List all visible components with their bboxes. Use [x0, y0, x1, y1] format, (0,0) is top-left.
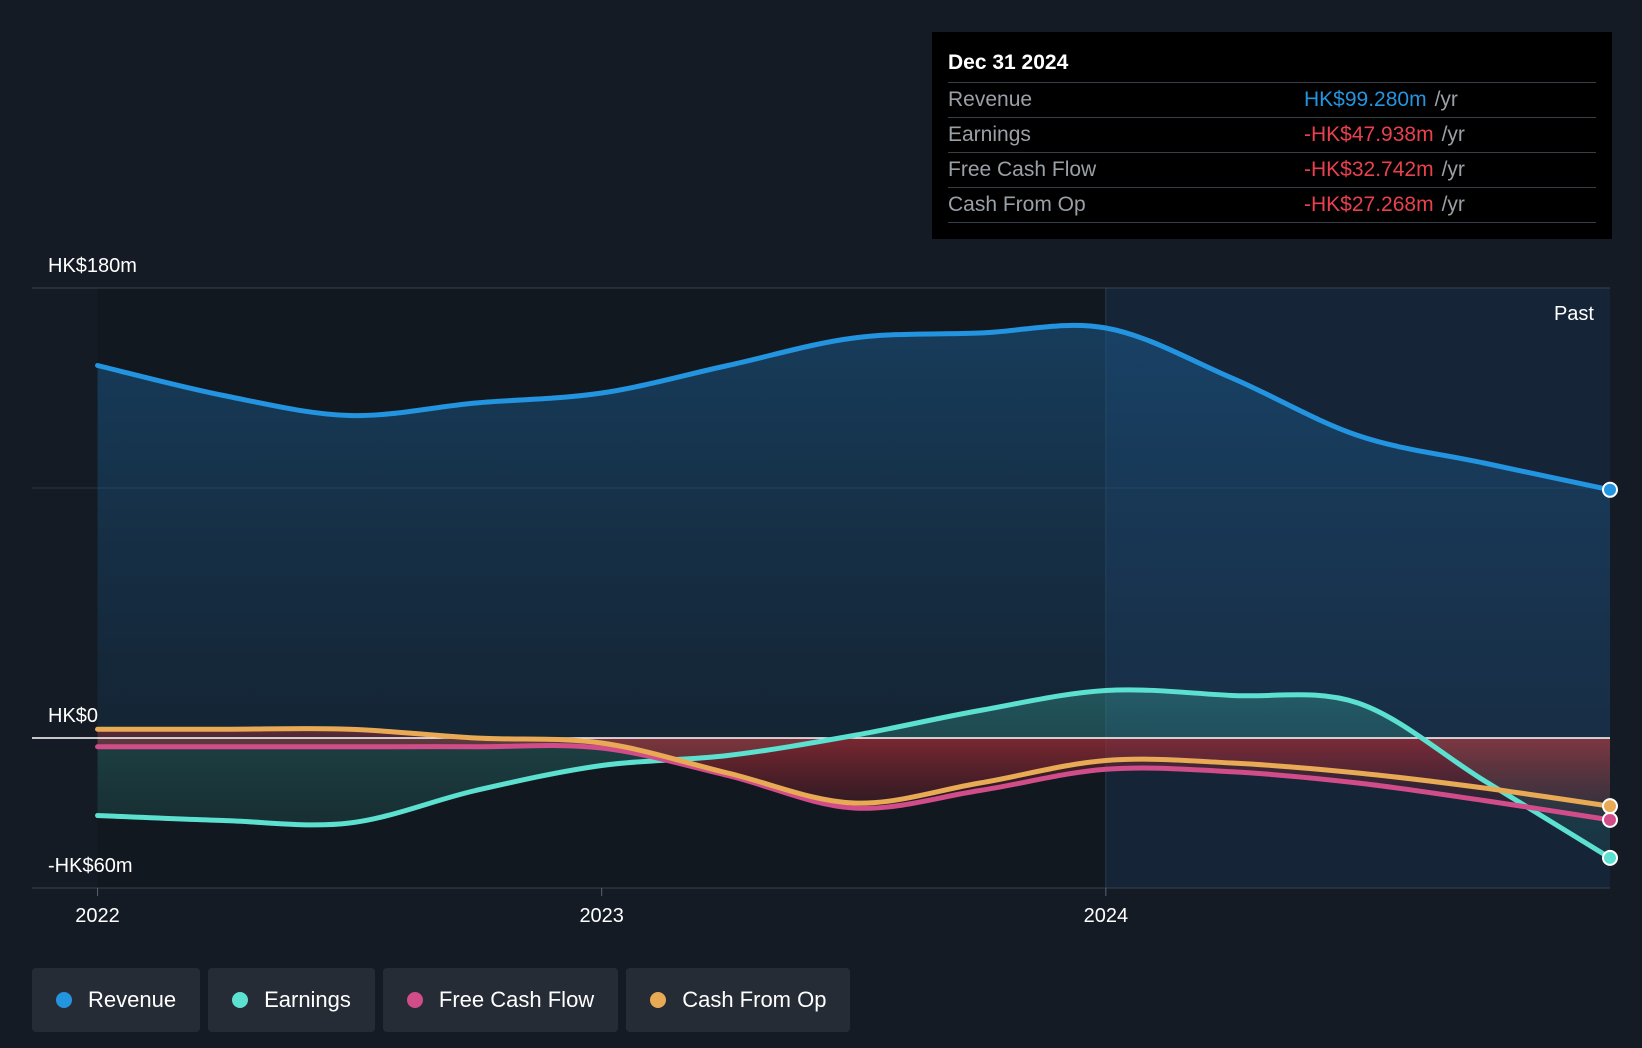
legend-dot-icon	[232, 992, 249, 1008]
y-axis-label-bottom: -HK$60m	[48, 855, 132, 877]
tooltip-value: -HK$27.268m	[1304, 193, 1434, 216]
tooltip-date: Dec 31 2024	[948, 46, 1596, 83]
tooltip-unit: /yr	[1434, 88, 1458, 111]
tooltip-unit: /yr	[1441, 123, 1465, 146]
x-tick-label: 2022	[75, 905, 120, 927]
tooltip-label: Cash From Op	[948, 193, 1086, 216]
area-revenue	[97, 325, 1611, 738]
chart-canvas: 2022 2023 2024 HK$180m HK$0 -HK$60m Past	[32, 255, 1618, 927]
tooltip-unit: /yr	[1441, 193, 1465, 216]
legend-dot-icon	[56, 992, 72, 1008]
tooltip-value: -HK$32.742m	[1304, 158, 1434, 181]
past-label: Past	[1554, 303, 1594, 325]
tooltip-label: Earnings	[948, 123, 1031, 146]
tooltip-row-cash-from-op: Cash From Op -HK$27.268m /yr	[948, 188, 1596, 223]
legend-dot-icon	[406, 992, 423, 1008]
y-axis-label-zero: HK$0	[48, 705, 98, 727]
area-cash-from-op	[97, 728, 1611, 807]
tooltip-row-free-cash-flow: Free Cash Flow -HK$32.742m /yr	[948, 153, 1596, 188]
y-axis-label-top: HK$180m	[48, 255, 137, 277]
end-point-earnings	[1602, 849, 1618, 866]
tooltip-label: Revenue	[948, 88, 1033, 111]
legend-item-revenue[interactable]: Revenue	[32, 968, 201, 1032]
tooltip-value: -HK$47.938m	[1304, 123, 1434, 146]
end-point-free-cash-flow	[1602, 811, 1618, 828]
tooltip-panel: Dec 31 2024 Revenue HK$99.280m /yr Earni…	[932, 32, 1612, 239]
legend-item-free-cash-flow[interactable]: Free Cash Flow	[382, 968, 619, 1032]
legend-item-cash-from-op[interactable]: Cash From Op	[626, 968, 851, 1032]
legend-label: Earnings	[264, 987, 351, 1012]
tooltip-value: HK$99.280m	[1304, 88, 1427, 111]
legend-item-earnings[interactable]: Earnings	[208, 968, 375, 1032]
series-line-earnings	[95, 687, 1613, 861]
legend-dot-icon	[650, 992, 667, 1008]
tooltip-row-earnings: Earnings -HK$47.938m /yr	[948, 118, 1596, 153]
legend: Revenue Earnings Free Cash Flow Cash Fro…	[32, 968, 851, 1032]
area-earnings	[97, 689, 1611, 858]
x-tick-label: 2023	[579, 905, 624, 927]
tooltip-unit: /yr	[1441, 158, 1465, 181]
series-line-cash-from-op	[95, 726, 1613, 809]
end-point-cash-from-op	[1602, 798, 1618, 815]
legend-label: Revenue	[88, 987, 177, 1012]
legend-label: Free Cash Flow	[438, 987, 595, 1012]
tooltip-row-revenue: Revenue HK$99.280m /yr	[948, 83, 1596, 118]
end-point-revenue	[1602, 481, 1618, 498]
legend-label: Cash From Op	[682, 987, 827, 1012]
x-tick-label: 2024	[1084, 905, 1129, 927]
tooltip-label: Free Cash Flow	[948, 158, 1097, 181]
series-line-free-cash-flow	[95, 743, 1613, 823]
series-line-revenue	[95, 322, 1613, 493]
